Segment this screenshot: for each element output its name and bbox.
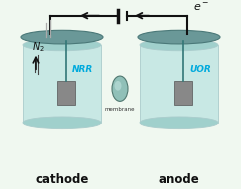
Ellipse shape (114, 81, 121, 91)
Ellipse shape (112, 76, 128, 101)
Bar (57, 81, 75, 105)
Text: UOR: UOR (189, 65, 211, 74)
Ellipse shape (21, 30, 103, 44)
Text: anode: anode (159, 173, 199, 186)
Text: $e^-$: $e^-$ (193, 2, 209, 13)
Text: cathode: cathode (35, 173, 89, 186)
Ellipse shape (23, 117, 101, 129)
Ellipse shape (140, 117, 218, 129)
Ellipse shape (140, 39, 218, 51)
Ellipse shape (23, 39, 101, 51)
Ellipse shape (138, 30, 220, 44)
Text: membrane: membrane (105, 107, 135, 112)
Bar (174, 81, 192, 105)
Text: $N_2$: $N_2$ (32, 40, 45, 53)
Bar (23, 45, 101, 123)
Bar (140, 45, 218, 123)
Text: NRR: NRR (72, 65, 93, 74)
